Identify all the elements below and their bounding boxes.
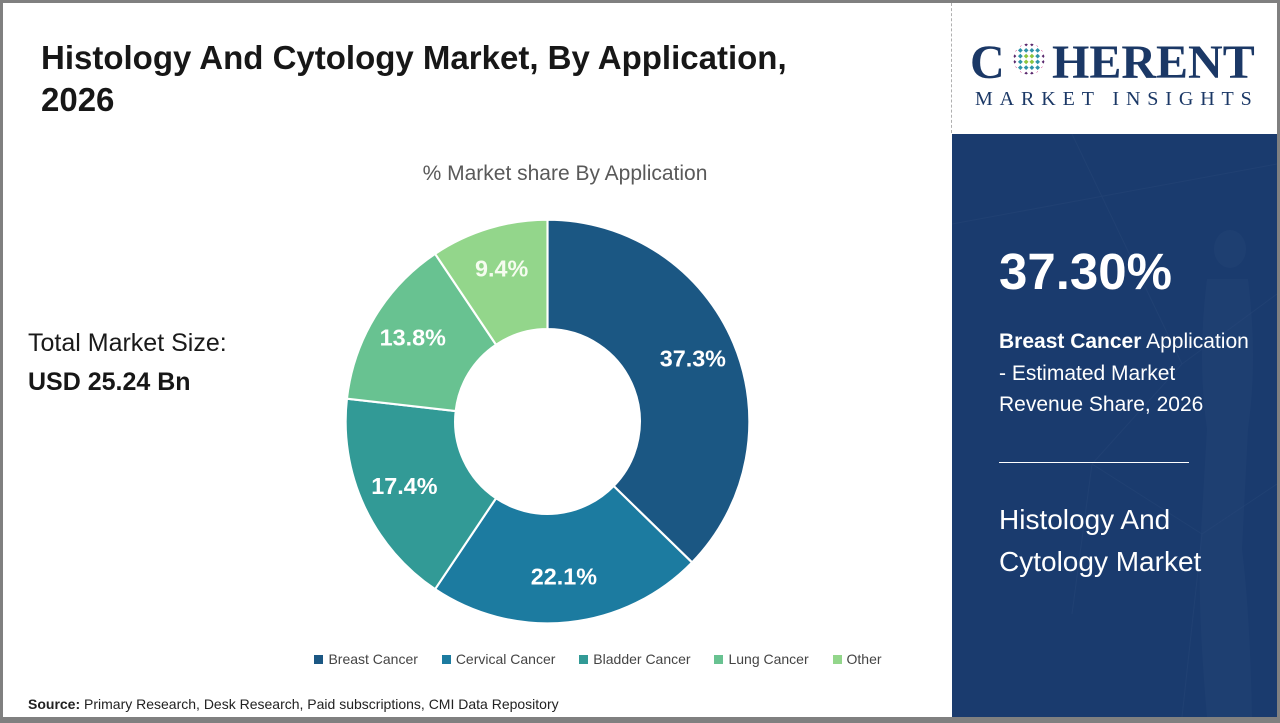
- svg-text:22.1%: 22.1%: [531, 564, 597, 590]
- svg-text:17.4%: 17.4%: [371, 473, 437, 499]
- svg-text:37.3%: 37.3%: [660, 345, 726, 371]
- svg-text:9.4%: 9.4%: [475, 256, 528, 282]
- svg-text:13.8%: 13.8%: [380, 325, 446, 351]
